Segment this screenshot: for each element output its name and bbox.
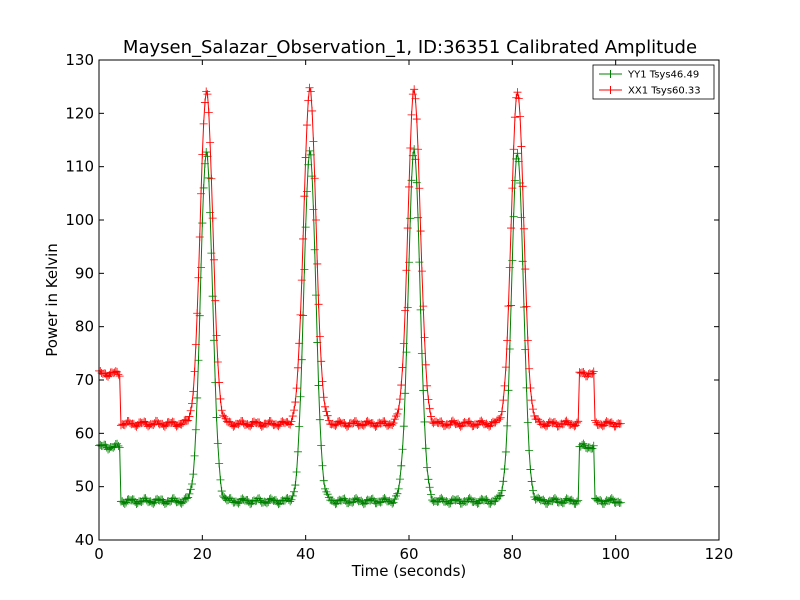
x-tick-label: 0 [94, 545, 104, 563]
y-tick-label: 60 [75, 424, 94, 442]
tick-layer: 0 20 40 60 80 100 120 40 50 60 70 80 90 100 110 120 130 [65, 51, 733, 563]
series-layer [95, 83, 625, 509]
legend-marker-yy1 [606, 70, 615, 78]
x-tick-label: 60 [399, 545, 418, 563]
x-tick-label: 120 [705, 545, 734, 563]
y-tick-label: 50 [75, 478, 94, 496]
y-tick-label: 100 [65, 211, 94, 229]
y-tick-label: 80 [75, 318, 94, 336]
legend-label-yy1: YY1 Tsys46.49 [627, 70, 699, 81]
x-tick-label: 80 [503, 545, 522, 563]
y-tick-label: 120 [65, 104, 94, 122]
legend-label-xx1: XX1 Tsys60.33 [628, 86, 701, 97]
x-tick-label: 20 [193, 545, 212, 563]
x-tick-label: 40 [296, 545, 315, 563]
x-tick-label: 100 [601, 545, 630, 563]
legend-marker-xx1 [606, 86, 615, 94]
legend-frame [592, 64, 715, 100]
y-tick-label: 40 [75, 531, 94, 549]
chart-title: Maysen_Salazar_Observation_1, ID:36351 C… [123, 37, 697, 58]
y-tick-label: 70 [75, 371, 94, 389]
legend: YY1 Tsys46.49 XX1 Tsys60.33 [592, 64, 715, 100]
y-tick-label: 130 [65, 51, 94, 69]
plot-area: 0 20 40 60 80 100 120 40 50 60 70 80 90 100 110 120 130 [65, 51, 733, 563]
y-tick-label: 110 [65, 158, 94, 176]
y-axis-label: Power in Kelvin [43, 243, 61, 357]
y-tick-label: 90 [75, 264, 94, 282]
x-axis-label: Time (seconds) [351, 562, 467, 580]
series-xx1 [95, 83, 625, 431]
